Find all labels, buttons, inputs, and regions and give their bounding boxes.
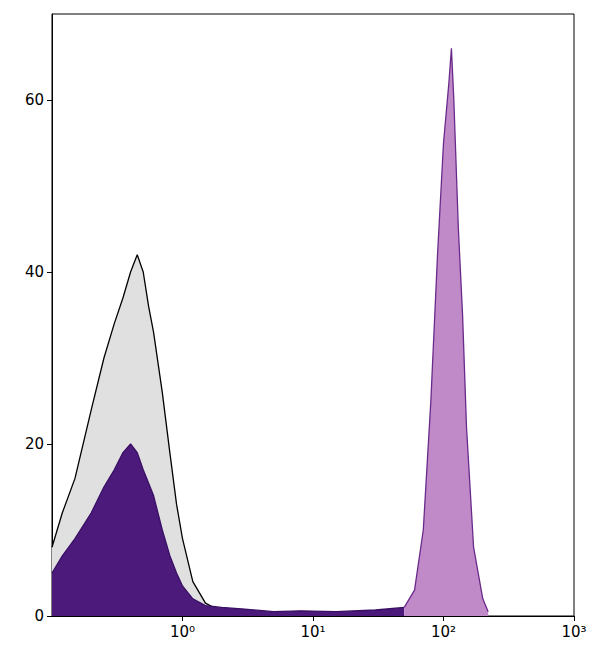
svg-text:0: 0 (34, 607, 44, 625)
svg-text:60: 60 (25, 91, 44, 109)
svg-text:10³: 10³ (561, 623, 586, 641)
svg-text:40: 40 (25, 263, 44, 281)
svg-text:20: 20 (25, 435, 44, 453)
svg-text:10¹: 10¹ (300, 623, 325, 641)
svg-text:10⁰: 10⁰ (170, 623, 195, 641)
svg-text:10²: 10² (431, 623, 456, 641)
